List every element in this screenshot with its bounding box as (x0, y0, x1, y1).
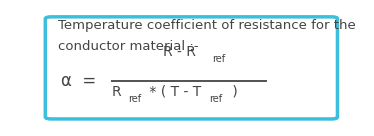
FancyBboxPatch shape (45, 17, 337, 119)
Text: Temperature coefficient of resistance for the: Temperature coefficient of resistance fo… (58, 19, 356, 33)
Text: * ( T - T: * ( T - T (145, 85, 202, 99)
Text: ref: ref (209, 94, 222, 104)
Text: ref: ref (212, 54, 225, 64)
Text: α  =: α = (61, 72, 96, 90)
Text: ): ) (228, 85, 237, 99)
Text: R: R (112, 85, 122, 99)
Text: ref: ref (128, 94, 141, 104)
Text: conductor material :-: conductor material :- (58, 40, 199, 53)
Text: R - R: R - R (163, 45, 196, 59)
